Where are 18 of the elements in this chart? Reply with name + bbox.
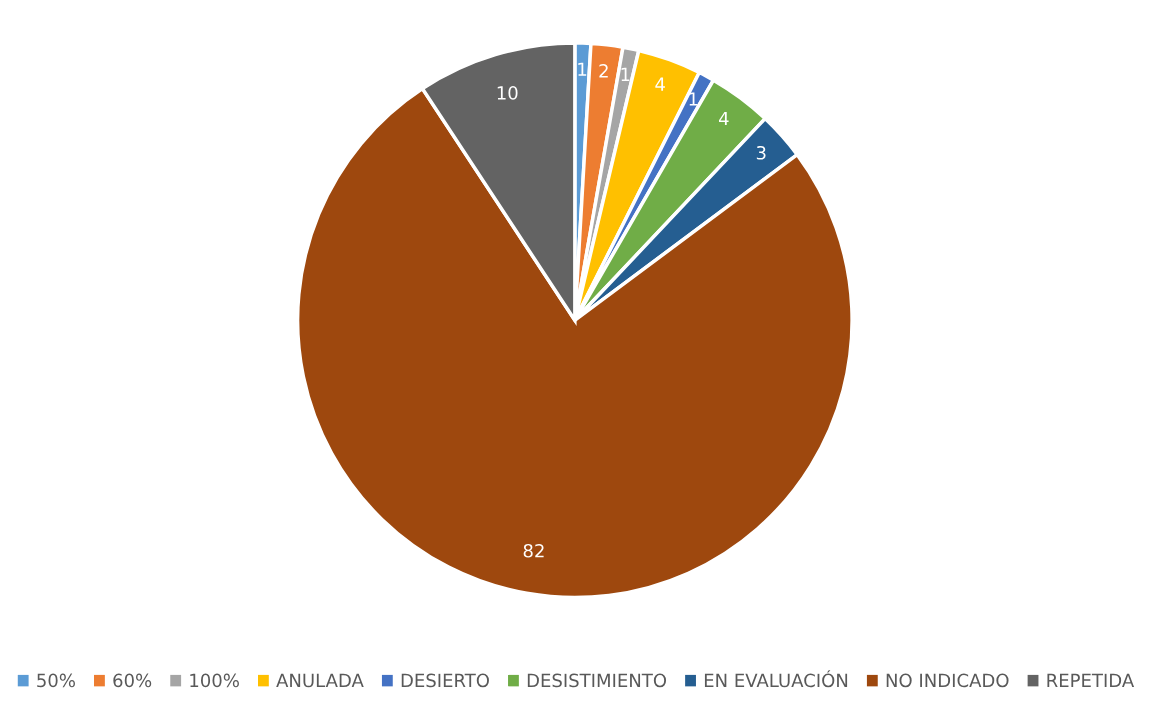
data-label: 3	[756, 145, 766, 160]
data-label: 1	[578, 62, 587, 76]
legend-label: ANULADA	[276, 673, 364, 688]
legend-label: EN EVALUACIÓN	[704, 670, 848, 688]
data-label: 2	[599, 64, 608, 78]
legend-label: NO INDICADO	[886, 673, 1009, 688]
legend-label: DESIERTO	[401, 673, 489, 688]
legend-label: DESISTIMIENTO	[527, 673, 667, 688]
legend-label: REPETIDA	[1047, 673, 1135, 687]
data-label: 1	[621, 67, 630, 81]
data-label: 82	[523, 543, 544, 558]
data-label: 10	[497, 86, 518, 100]
data-label: 4	[719, 111, 729, 126]
data-label: 4	[655, 77, 665, 91]
legend-label: 60%	[113, 673, 152, 688]
legend-label: 100%	[190, 673, 239, 688]
legend-label: 50%	[37, 673, 75, 688]
data-label: 1	[689, 92, 698, 106]
